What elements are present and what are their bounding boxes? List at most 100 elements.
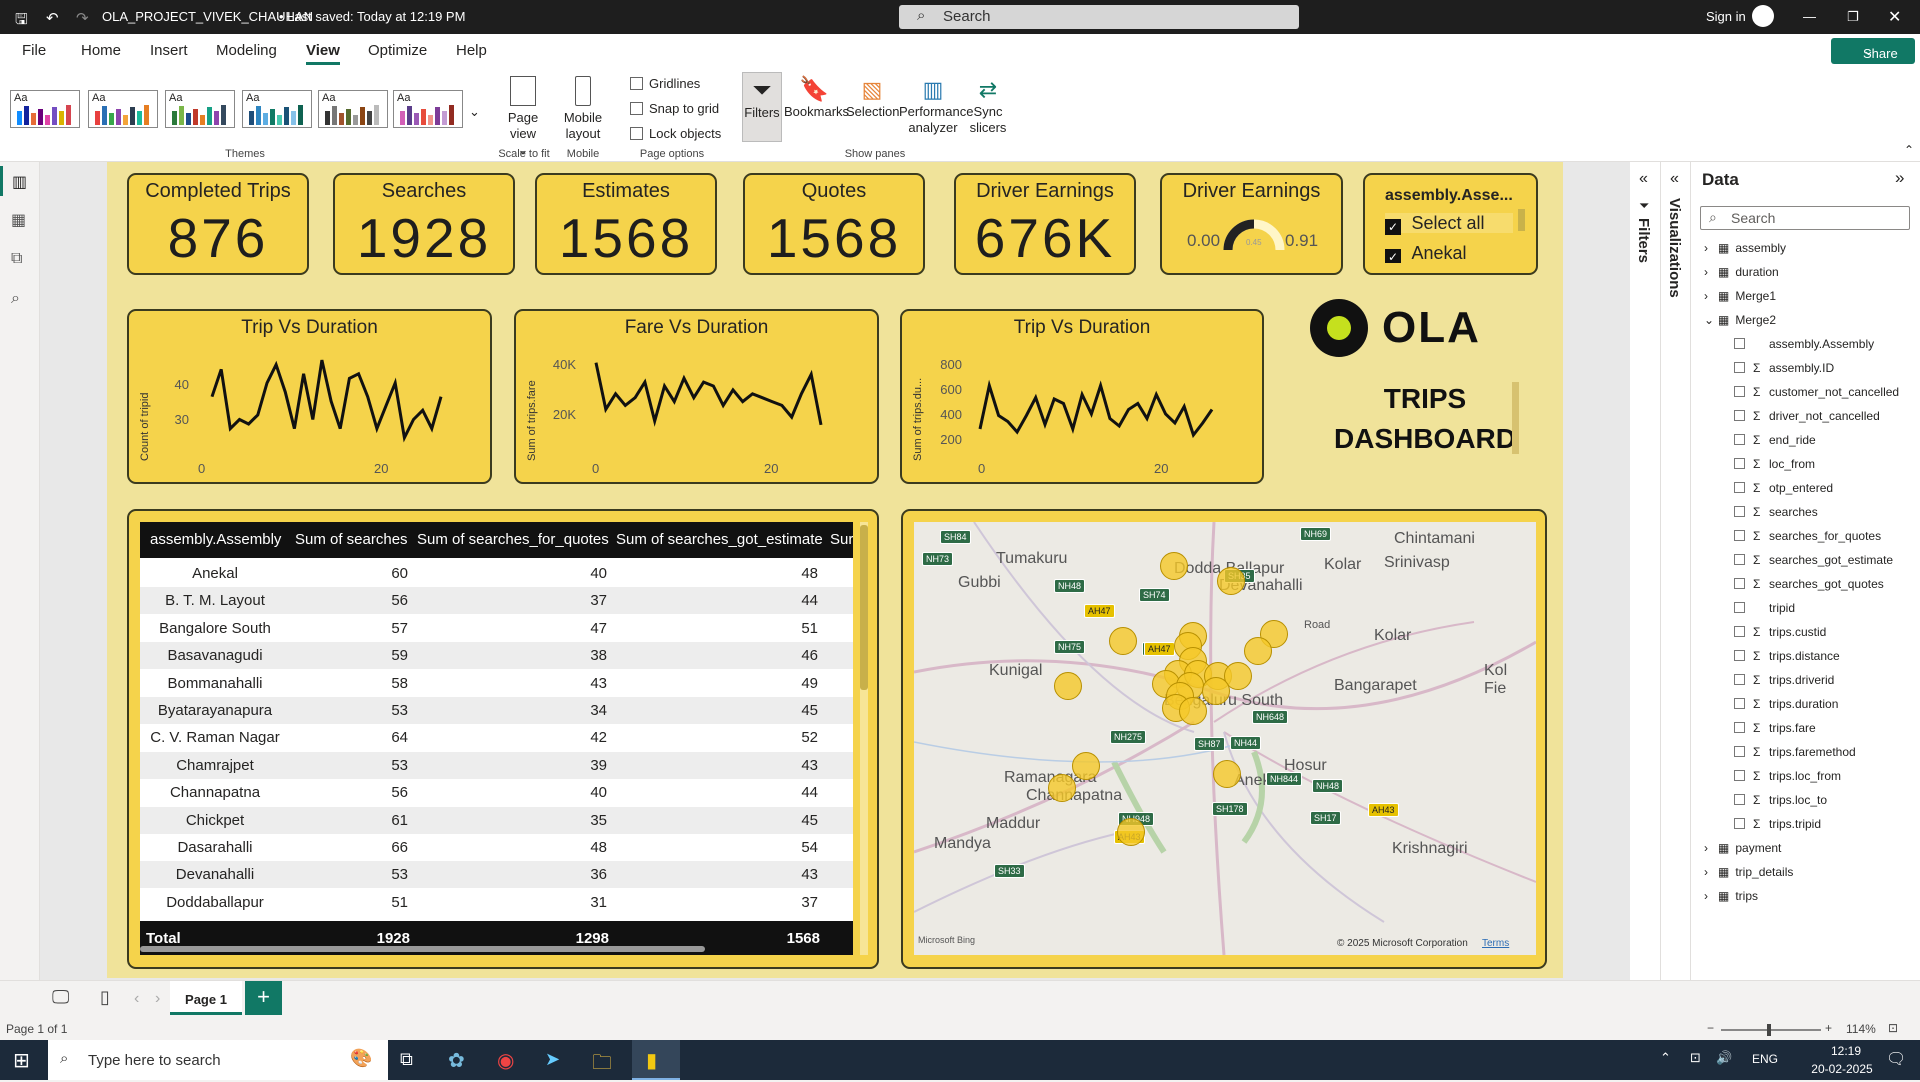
bookmarks-pane-button[interactable]: 🔖 Bookmarks: [784, 76, 844, 120]
show-hidden-icons[interactable]: ⌃: [1660, 1050, 1671, 1066]
data-field-item[interactable]: Σtrips.tripid: [1734, 817, 1821, 831]
table-hscroll[interactable]: [140, 946, 840, 953]
redo-icon[interactable]: ↷: [76, 9, 89, 27]
table-row[interactable]: Anekal 60 40 48: [140, 560, 853, 587]
field-checkbox[interactable]: [1734, 434, 1745, 445]
report-view-icon[interactable]: ▥: [12, 172, 27, 192]
clock-time[interactable]: 12:19: [1816, 1044, 1876, 1058]
map-bubble[interactable]: [1213, 760, 1241, 788]
visualizations-pane-collapsed[interactable]: « Visualizations: [1661, 162, 1691, 980]
data-field-item[interactable]: Σassembly.ID: [1734, 361, 1834, 375]
card-estimates[interactable]: Estimates 1568: [535, 173, 717, 275]
expand-visualizations-icon[interactable]: «: [1670, 170, 1679, 188]
field-checkbox[interactable]: [1734, 746, 1745, 757]
data-field-item[interactable]: Σsearches_got_estimate: [1734, 553, 1893, 567]
chevron-right-icon[interactable]: ›: [1704, 265, 1718, 279]
chart-fare-vs-duration[interactable]: Fare Vs Duration Sum of trips.fare 40K 20K 0…: [514, 309, 879, 484]
collapse-data-pane-icon[interactable]: »: [1895, 168, 1904, 188]
notifications-icon[interactable]: 🗨: [1886, 1049, 1906, 1069]
table-row[interactable]: Doddaballapur 51 31 37: [140, 889, 853, 916]
data-table-payment[interactable]: › ▦ payment: [1704, 841, 1781, 855]
windows-start-icon[interactable]: ⊞: [13, 1048, 30, 1073]
chevron-right-icon[interactable]: ›: [1704, 289, 1718, 303]
map-bubble[interactable]: [1072, 752, 1100, 780]
theme-swatch-5[interactable]: Aa: [318, 90, 388, 128]
page-view-button[interactable]: Page view ⌄: [503, 76, 543, 158]
map-canvas[interactable]: Tumakuru Gubbi Dodda Ballapur Devanahalli Ch…: [914, 522, 1536, 955]
series-line[interactable]: [212, 360, 441, 438]
menu-view[interactable]: View: [306, 42, 340, 65]
minimize-icon[interactable]: —: [1803, 9, 1816, 24]
mobile-layout-icon[interactable]: ▯: [100, 987, 110, 1008]
data-field-item[interactable]: Σtrips.driverid: [1734, 673, 1834, 687]
file-explorer-icon[interactable]: 🗀: [592, 1048, 612, 1082]
field-checkbox[interactable]: [1734, 794, 1745, 805]
sign-in[interactable]: Sign in: [1706, 9, 1746, 24]
fit-page-icon[interactable]: ⊡: [1888, 1021, 1898, 1035]
last-saved[interactable]: • Last saved: Today at 12:19 PM: [279, 9, 465, 24]
column-header[interactable]: Sum of searches: [295, 531, 408, 548]
data-field-item[interactable]: Σtrips.loc_from: [1734, 769, 1841, 783]
map-bubble[interactable]: [1048, 774, 1076, 802]
menu-home[interactable]: Home: [81, 42, 121, 59]
card-driver-earnings[interactable]: Driver Earnings 676K: [954, 173, 1136, 275]
chevron-right-icon[interactable]: ›: [1704, 841, 1718, 855]
data-table-trip_details[interactable]: › ▦ trip_details: [1704, 865, 1793, 879]
data-search-input[interactable]: ⌕ Search: [1700, 206, 1910, 230]
menu-help[interactable]: Help: [456, 42, 487, 59]
page-tab-1[interactable]: Page 1: [170, 981, 242, 1015]
field-checkbox[interactable]: [1734, 698, 1745, 709]
map-terms-link[interactable]: Terms: [1482, 938, 1509, 949]
table-row[interactable]: Dasarahalli 66 48 54: [140, 834, 853, 861]
close-icon[interactable]: ✕: [1888, 7, 1901, 27]
slicer-scrollbar[interactable]: [1518, 209, 1525, 231]
table-view-icon[interactable]: ▦: [11, 210, 26, 230]
chevron-right-icon[interactable]: ›: [1704, 889, 1718, 903]
map-bubble[interactable]: [1109, 627, 1137, 655]
slicer-assembly[interactable]: assembly.Asse... ✓ Select all ✓ Anekal: [1363, 173, 1538, 275]
column-header[interactable]: Sum of searches_for_quotes: [417, 531, 609, 548]
theme-swatch-1[interactable]: Aa: [10, 90, 80, 128]
menu-insert[interactable]: Insert: [150, 42, 188, 59]
prev-page-icon[interactable]: ‹: [134, 990, 139, 1008]
zoom-slider[interactable]: [1721, 1029, 1821, 1031]
table-row[interactable]: B. T. M. Layout 56 37 44: [140, 587, 853, 614]
map-bubble[interactable]: [1160, 552, 1188, 580]
powerbi-taskbar-icon[interactable]: ▮: [632, 1040, 680, 1080]
column-header[interactable]: assembly.Assembly: [150, 531, 281, 548]
table-vscroll[interactable]: [860, 522, 868, 955]
data-field-item[interactable]: Σotp_entered: [1734, 481, 1833, 495]
performance-analyzer-button[interactable]: ▥ Performance analyzer: [899, 76, 967, 136]
assembly-table[interactable]: assembly.Assembly Sum of searches Sum of…: [140, 522, 853, 955]
dax-query-icon[interactable]: ⌕: [11, 290, 20, 308]
sync-slicers-button[interactable]: ⇄ Sync slicers: [968, 76, 1008, 136]
field-checkbox[interactable]: [1734, 386, 1745, 397]
card-searches[interactable]: Searches 1928: [333, 173, 515, 275]
data-field-item[interactable]: Σsearches_got_quotes: [1734, 577, 1884, 591]
field-checkbox[interactable]: [1734, 602, 1745, 613]
gridlines-checkbox[interactable]: Gridlines: [630, 76, 700, 91]
table-row[interactable]: Basavanagudi 59 38 46: [140, 642, 853, 669]
zoom-out-icon[interactable]: −: [1707, 1021, 1714, 1035]
next-page-icon[interactable]: ›: [155, 990, 160, 1008]
account-icon[interactable]: [1752, 5, 1774, 27]
field-checkbox[interactable]: [1734, 650, 1745, 661]
field-checkbox[interactable]: [1734, 626, 1745, 637]
data-field-item[interactable]: tripid: [1734, 601, 1795, 615]
taskbar-search[interactable]: ⌕ Type here to search: [48, 1040, 388, 1080]
theme-swatch-6[interactable]: Aa: [393, 90, 463, 128]
data-table-merge1[interactable]: › ▦ Merge1: [1704, 289, 1776, 303]
network-icon[interactable]: ⊡: [1690, 1050, 1701, 1066]
series-line[interactable]: [596, 363, 821, 425]
desktop-layout-icon[interactable]: 🖵: [52, 987, 69, 1008]
column-header[interactable]: Sum of searches_got_estimate: [616, 531, 823, 548]
field-checkbox[interactable]: [1734, 722, 1745, 733]
map-bubble[interactable]: [1179, 697, 1207, 725]
mobile-layout-button[interactable]: Mobile layout: [560, 76, 606, 142]
filters-pane-button[interactable]: ⏷ Filters: [742, 72, 782, 142]
data-field-item[interactable]: Σsearches: [1734, 505, 1818, 519]
